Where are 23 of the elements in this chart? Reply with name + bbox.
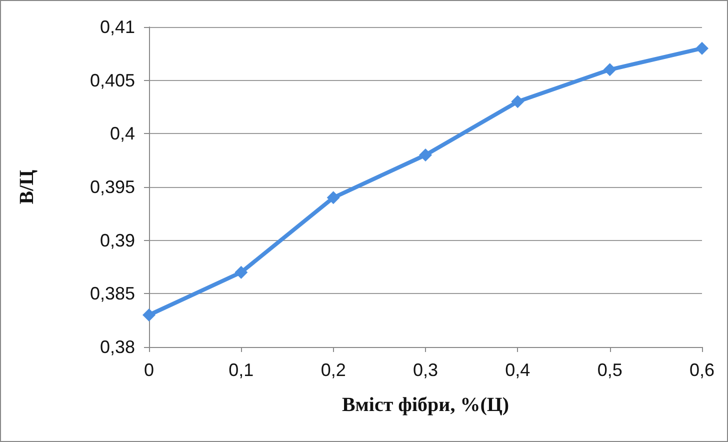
y-tick-label: 0,38: [100, 337, 135, 357]
y-tick-label: 0,39: [100, 230, 135, 250]
y-tick-label: 0,4: [110, 124, 135, 144]
x-tick-label: 0,3: [412, 360, 438, 380]
y-tick-label: 0,385: [90, 284, 135, 304]
x-tick-label: 0,2: [320, 360, 346, 380]
point: [696, 42, 708, 55]
x-tick-label: 0,5: [597, 360, 622, 380]
point: [511, 95, 524, 108]
x-tick-label: 0,4: [505, 360, 530, 380]
y-tick-label: 0,41: [100, 17, 135, 37]
x-tick-label: 0,6: [689, 360, 715, 380]
point: [603, 63, 616, 76]
point: [326, 191, 340, 204]
y-tick-label: 0,405: [90, 70, 135, 90]
point: [234, 266, 248, 279]
y-tick-label: 0,395: [90, 177, 135, 197]
point: [419, 148, 432, 162]
x-tick-label: 0,1: [228, 360, 254, 380]
x-axis-title: Вміст фібри, %(Ц): [342, 394, 510, 416]
x-tick-label: 0: [144, 360, 154, 380]
y-axis-title: В/Ц: [16, 169, 38, 204]
point: [142, 308, 156, 322]
